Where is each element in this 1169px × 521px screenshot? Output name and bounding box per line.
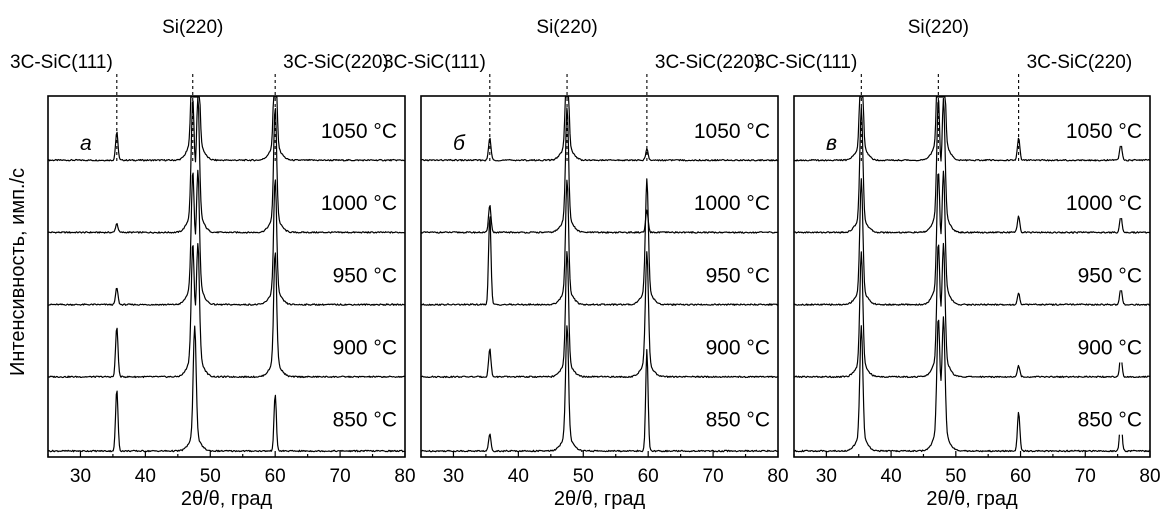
y-axis-label-group: Интенсивность, имп./с — [7, 168, 29, 376]
xrd-trace — [47, 169, 406, 306]
temperature-label-bg — [1036, 113, 1146, 146]
panel-2: 1050 °C 1000 °C 950 °C 900 °C 850 °C 3C-SiC(1… — [383, 17, 789, 510]
xrd-trace — [47, 97, 406, 234]
temperature-label: 950 °C — [1078, 264, 1142, 287]
x-tick-label: 50 — [573, 466, 594, 487]
xrd-trace — [793, 316, 1151, 453]
x-tick-label: 40 — [135, 466, 156, 487]
x-tick-label: 60 — [265, 466, 286, 487]
temperature-label: 850 °C — [706, 409, 770, 432]
temperature-label: 950 °C — [706, 264, 770, 287]
temperature-label-bg — [1036, 330, 1146, 363]
x-tick-label: 80 — [767, 466, 788, 487]
x-tick-label: 50 — [200, 466, 221, 487]
x-tick-label: 80 — [1139, 466, 1160, 487]
temperature-label: 900 °C — [333, 336, 397, 359]
xrd-trace — [793, 96, 1151, 162]
xrd-trace — [47, 96, 406, 162]
temperature-label-bg — [1036, 186, 1146, 219]
x-tick-label: 30 — [443, 466, 464, 487]
temperature-label-bg — [291, 113, 401, 146]
panel-1: 1050 °C 1000 °C 950 °C 900 °C 850 °C 3C-SiC(1… — [10, 17, 416, 510]
peak-label: Si(220) — [162, 17, 223, 38]
x-tick-label: 40 — [508, 466, 529, 487]
peak-label: 3C-SiC(220) — [1027, 52, 1133, 73]
x-tick-label: 60 — [638, 466, 659, 487]
peak-label: 3C-SiC(220) — [655, 52, 761, 73]
xrd-trace — [420, 178, 779, 306]
temperature-label: 950 °C — [333, 264, 397, 287]
panel-3: 1050 °C 1000 °C 950 °C 900 °C 850 °C 3C-SiC(1… — [755, 17, 1161, 510]
xrd-trace — [421, 325, 778, 453]
x-axis-label: 2θ/θ, град — [926, 488, 1018, 510]
x-tick-label: 70 — [330, 466, 351, 487]
xrd-trace — [420, 96, 779, 162]
peak-label: 3C-SiC(111) — [755, 52, 858, 73]
peak-label: 3C-SiC(220) — [283, 52, 389, 73]
panel-label: в — [826, 132, 837, 155]
x-axis-label: 2θ/θ, град — [554, 488, 646, 510]
plot-frame — [47, 95, 406, 458]
xrd-trace — [420, 107, 778, 234]
peak-label: 3C-SiC(111) — [383, 52, 486, 73]
panels: 1050 °C 1000 °C 950 °C 900 °C 850 °C 3C-SiC(1… — [10, 17, 1161, 510]
temperature-label: 1000 °C — [1066, 192, 1142, 215]
x-tick-label: 40 — [881, 466, 902, 487]
temperature-label-bg — [664, 186, 774, 219]
peak-label: Si(220) — [908, 17, 969, 38]
temperature-label: 1050 °C — [1066, 120, 1142, 143]
xrd-trace — [47, 243, 405, 379]
panel-label: б — [453, 132, 466, 155]
x-tick-label: 30 — [816, 466, 837, 487]
temperature-label-bg — [664, 258, 774, 291]
x-tick-label: 80 — [394, 466, 415, 487]
xrd-trace — [793, 170, 1151, 306]
xrd-trace — [47, 325, 406, 453]
temperature-label-bg — [664, 402, 774, 435]
peak-label: 3C-SiC(111) — [10, 52, 113, 73]
x-axis-label: 2θ/θ, град — [181, 488, 273, 510]
temperature-label-bg — [1036, 258, 1146, 291]
x-tick-label: 60 — [1010, 466, 1031, 487]
panel-label: а — [80, 132, 92, 155]
x-tick-label: 70 — [1075, 466, 1096, 487]
temperature-label: 900 °C — [706, 336, 770, 359]
x-tick-label: 30 — [70, 466, 91, 487]
temperature-label-bg — [664, 113, 774, 146]
temperature-label-bg — [291, 402, 401, 435]
xrd-trace — [793, 97, 1151, 234]
xrd-trace — [793, 242, 1151, 379]
plot-frame — [793, 95, 1151, 458]
temperature-label-bg — [1036, 402, 1146, 435]
temperature-label: 1000 °C — [321, 192, 397, 215]
temperature-label-bg — [291, 330, 401, 363]
y-axis-label: Интенсивность, имп./с — [7, 168, 29, 376]
temperature-label: 900 °C — [1078, 336, 1142, 359]
temperature-label-bg — [664, 330, 774, 363]
x-tick-label: 50 — [945, 466, 966, 487]
temperature-label: 1050 °C — [694, 120, 770, 143]
xrd-trace — [420, 251, 779, 379]
plot-frame — [420, 95, 779, 458]
temperature-label: 850 °C — [333, 409, 397, 432]
x-tick-label: 70 — [703, 466, 724, 487]
temperature-label: 850 °C — [1078, 409, 1142, 432]
temperature-label-bg — [291, 186, 401, 219]
temperature-label: 1000 °C — [694, 192, 770, 215]
temperature-label-bg — [291, 258, 401, 291]
peak-label: Si(220) — [536, 17, 597, 38]
temperature-label: 1050 °C — [321, 120, 397, 143]
